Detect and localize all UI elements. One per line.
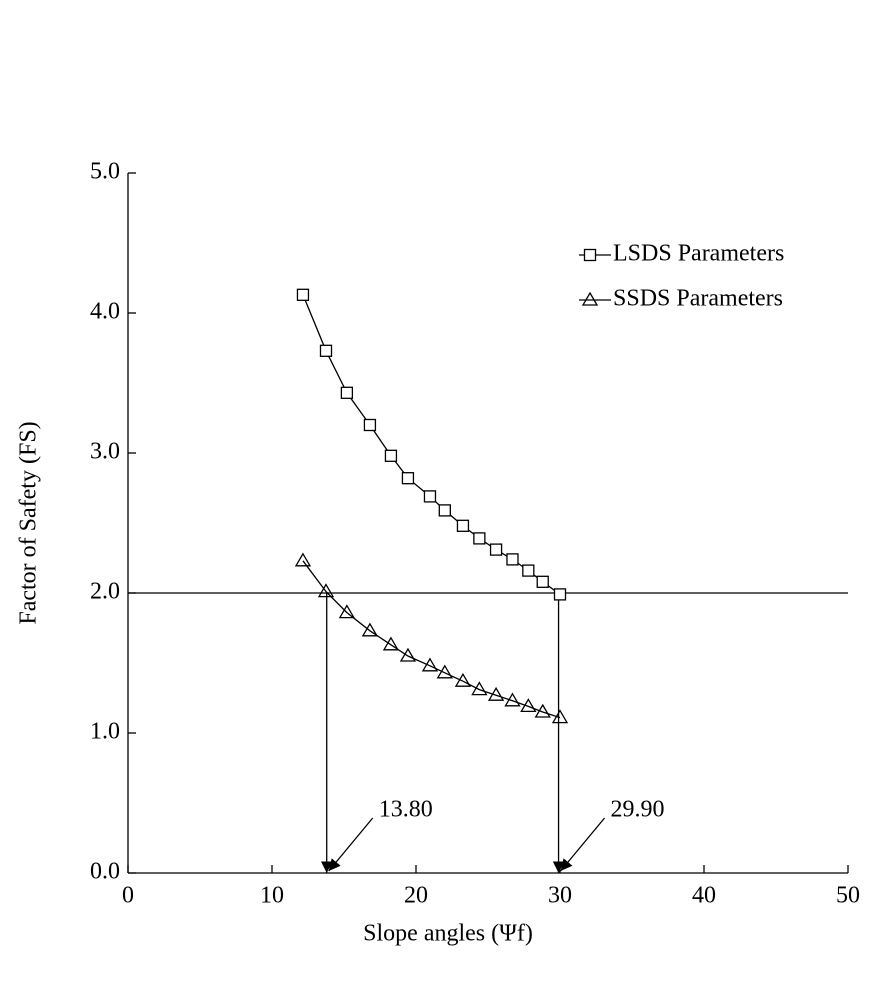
data-point (551, 709, 569, 724)
x-tick-label: 10 (260, 883, 284, 909)
y-tick-label: 3.0 (90, 439, 120, 465)
marker-arrow (560, 817, 606, 872)
data-point (319, 344, 333, 357)
data-point (294, 552, 312, 567)
x-tick-label: 40 (692, 883, 716, 909)
data-point (456, 519, 470, 532)
marker-label: 13.80 (379, 797, 433, 823)
data-point (340, 386, 354, 399)
y-tick-label: 1.0 (90, 719, 120, 745)
x-tick-label: 30 (548, 883, 572, 909)
data-point (296, 288, 310, 301)
data-point (361, 622, 379, 637)
x-axis-label: Slope angles (Ψf) (363, 921, 533, 947)
legend-symbol (583, 248, 597, 262)
data-point (438, 504, 451, 517)
y-tick-label: 5.0 (90, 159, 120, 185)
data-point (534, 703, 551, 718)
series-line (302, 294, 561, 595)
legend-symbol (581, 291, 599, 306)
data-point (504, 692, 521, 707)
data-point (522, 564, 535, 577)
y-tick-label: 0.0 (90, 859, 120, 885)
marker-label: 29.90 (611, 797, 665, 823)
legend-label: LSDS Parameters (613, 241, 784, 267)
data-point (553, 588, 567, 601)
y-axis-label: Factor of Safety (FS) (16, 421, 42, 624)
data-point (489, 543, 503, 556)
legend-label: SSDS Parameters (613, 286, 783, 312)
data-point (363, 418, 377, 432)
data-point (473, 532, 486, 545)
y-tick-label: 4.0 (90, 299, 120, 325)
data-point (317, 583, 335, 598)
data-point (471, 681, 488, 696)
data-point (338, 604, 356, 619)
data-point (399, 647, 417, 662)
marker-arrow (328, 817, 374, 872)
x-tick-label: 20 (404, 883, 428, 909)
y-tick-label: 2.0 (90, 579, 120, 605)
data-point (384, 449, 398, 462)
data-point (421, 657, 439, 672)
data-point (436, 664, 453, 679)
data-point (520, 698, 537, 713)
x-tick-label: 50 (836, 883, 860, 909)
data-point (506, 553, 519, 566)
data-point (401, 472, 415, 485)
data-point (487, 686, 505, 701)
data-point (423, 490, 437, 503)
x-tick-label: 0 (122, 883, 134, 909)
series-line (302, 560, 561, 719)
data-point (536, 575, 549, 588)
data-point (382, 636, 400, 651)
data-point (454, 672, 472, 687)
